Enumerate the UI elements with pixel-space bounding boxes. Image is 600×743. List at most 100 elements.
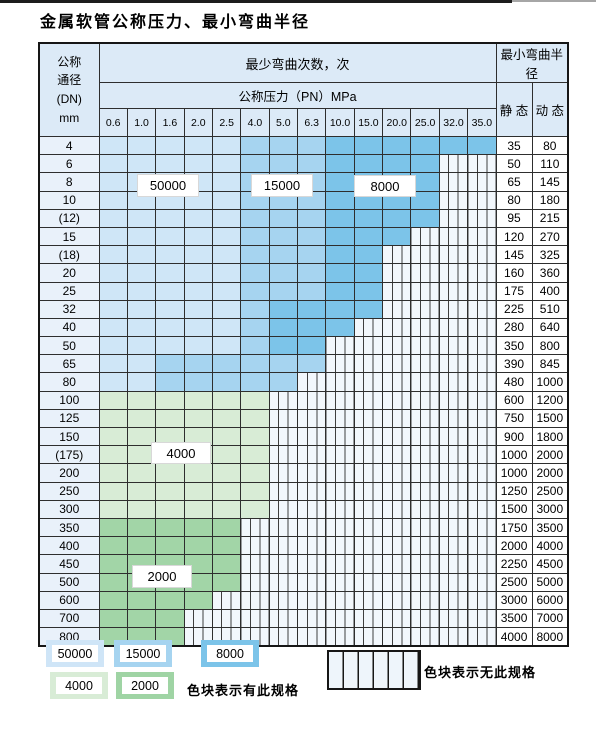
table-row: 32 225 510 xyxy=(38,299,569,319)
dn-label-cell: (18) xyxy=(38,245,100,265)
no-spec-cell xyxy=(410,390,440,410)
no-spec-cell xyxy=(240,572,270,592)
spec-cell xyxy=(268,317,299,338)
pressure-header-cell: 32.0 xyxy=(438,108,469,137)
no-spec-cell xyxy=(438,190,469,210)
table-row: 600 3000 6000 xyxy=(38,590,569,610)
static-radius-cell: 225 xyxy=(495,299,533,319)
static-radius-cell: 480 xyxy=(495,372,533,392)
spec-cell xyxy=(325,281,355,301)
spec-cell xyxy=(353,208,384,228)
no-spec-cell xyxy=(297,408,327,429)
no-spec-cell xyxy=(467,354,497,374)
spec-cell xyxy=(183,499,213,519)
static-radius-cell: 4000 xyxy=(495,627,533,647)
dynamic-radius-cell: 2000 xyxy=(531,463,569,483)
spec-cell xyxy=(211,135,242,156)
dynamic-radius-cell: 215 xyxy=(531,208,569,228)
no-spec-cell xyxy=(353,481,384,501)
dn-label-cell: 125 xyxy=(38,408,100,429)
table-row: 6 50 110 xyxy=(38,154,569,174)
spec-cell xyxy=(297,281,327,301)
static-radius-cell: 95 xyxy=(495,208,533,228)
spec-cell xyxy=(155,590,185,610)
no-spec-cell xyxy=(438,481,469,501)
no-spec-cell xyxy=(467,390,497,410)
no-spec-cell xyxy=(410,536,440,556)
no-spec-cell xyxy=(268,627,299,647)
spec-cell xyxy=(410,190,440,210)
spec-cell xyxy=(183,317,213,338)
spec-cell xyxy=(325,263,355,283)
spec-cell xyxy=(98,354,128,374)
spec-cell xyxy=(126,517,157,538)
static-radius-cell: 160 xyxy=(495,263,533,283)
no-spec-cell xyxy=(467,481,497,501)
dynamic-radius-cell: 145 xyxy=(531,172,569,192)
legend-swatch-label: 50000 xyxy=(52,645,98,662)
spec-cell xyxy=(325,135,355,156)
dn-label-cell: 15 xyxy=(38,226,100,247)
spec-cell xyxy=(211,517,242,538)
no-spec-cell xyxy=(240,608,270,629)
dynamic-radius-cell: 1800 xyxy=(531,426,569,447)
static-radius-cell: 350 xyxy=(495,336,533,356)
no-spec-cell xyxy=(297,426,327,447)
spec-cell xyxy=(155,281,185,301)
header-row-1: 公称 通径 (DN) mm 最少弯曲次数，次 最小弯曲半径 xyxy=(38,42,569,137)
no-spec-cell xyxy=(382,554,412,574)
no-spec-cell xyxy=(325,372,355,392)
spec-cell xyxy=(98,608,128,629)
dn-label-cell: 4 xyxy=(38,135,100,156)
static-radius-cell: 1250 xyxy=(495,481,533,501)
no-spec-cell xyxy=(297,372,327,392)
spec-cell xyxy=(183,354,213,374)
spec-cell xyxy=(211,245,242,265)
no-spec-cell xyxy=(438,572,469,592)
spec-cell xyxy=(126,372,157,392)
pressure-radius-table: 公称 通径 (DN) mm 最少弯曲次数，次 最小弯曲半径 公称压力（PN）MP… xyxy=(38,42,570,648)
static-header: 静 态 xyxy=(495,82,533,137)
spec-cell xyxy=(183,226,213,247)
spec-cell xyxy=(183,245,213,265)
no-spec-cell xyxy=(353,408,384,429)
dn-label-cell: 100 xyxy=(38,390,100,410)
dn-label-cell: 600 xyxy=(38,590,100,610)
spec-cell xyxy=(98,536,128,556)
no-spec-cell xyxy=(410,408,440,429)
spec-cell xyxy=(126,445,157,465)
no-spec-cell xyxy=(325,408,355,429)
no-spec-cell xyxy=(410,572,440,592)
spec-cell xyxy=(126,281,157,301)
static-radius-cell: 65 xyxy=(495,172,533,192)
spec-cell xyxy=(240,245,270,265)
table-row: 250 1250 2500 xyxy=(38,481,569,501)
spec-cell xyxy=(183,554,213,574)
no-spec-cell xyxy=(382,463,412,483)
no-spec-cell xyxy=(325,517,355,538)
spec-cell xyxy=(297,299,327,319)
no-spec-cell xyxy=(467,372,497,392)
no-spec-cell xyxy=(467,190,497,210)
spec-cell xyxy=(183,408,213,429)
spec-cell xyxy=(126,499,157,519)
no-spec-cell xyxy=(410,445,440,465)
no-spec-cell xyxy=(438,263,469,283)
no-spec-cell xyxy=(438,317,469,338)
no-spec-cell xyxy=(410,281,440,301)
table-row: (18) 145 325 xyxy=(38,245,569,265)
spec-cell xyxy=(325,190,355,210)
no-spec-cell xyxy=(467,317,497,338)
spec-cell xyxy=(268,245,299,265)
spec-cell xyxy=(211,226,242,247)
no-spec-cell xyxy=(410,627,440,647)
no-spec-cell xyxy=(268,408,299,429)
spec-cell xyxy=(98,263,128,283)
no-spec-cell xyxy=(467,154,497,174)
no-spec-cell xyxy=(410,263,440,283)
legend-swatch-50000: 50000 xyxy=(46,640,104,667)
spec-cell xyxy=(410,135,440,156)
no-spec-cell xyxy=(410,481,440,501)
spec-cell xyxy=(211,554,242,574)
no-spec-cell xyxy=(410,299,440,319)
